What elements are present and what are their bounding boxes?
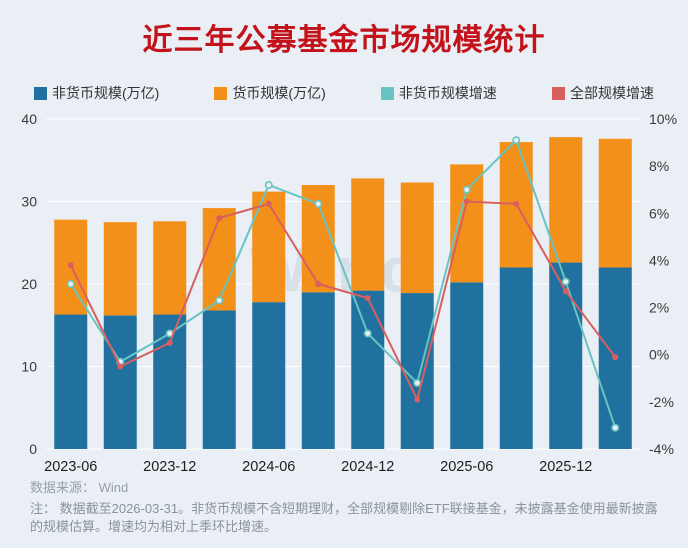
chart-area: 0 10 20 30 40 -4% -2% 0% 2% 4% 6% 8% 10% Wind 2023-06 2… xyxy=(0,105,688,473)
legend-swatch-icon xyxy=(34,86,47,100)
left-axis-tick: 30 xyxy=(21,194,37,210)
line-marker xyxy=(513,200,520,207)
line-marker xyxy=(414,396,421,403)
growth-line-total xyxy=(69,200,617,403)
left-axis-tick: 40 xyxy=(21,111,37,127)
bar-segment-monetary xyxy=(103,222,137,316)
legend-label: 非货币规模(万亿) xyxy=(52,85,160,101)
legend-swatch-icon xyxy=(551,86,565,100)
line-marker xyxy=(265,200,272,207)
bar-segment-monetary xyxy=(351,178,385,291)
legend-label: 非货币规模增速 xyxy=(398,85,497,101)
line-marker xyxy=(363,329,372,338)
bar-segment-nonmonetary xyxy=(202,310,236,449)
line-marker xyxy=(612,354,619,361)
bar-segment-monetary xyxy=(598,138,632,268)
line-marker xyxy=(462,185,471,194)
legend-item-2: 非货币规模增速 xyxy=(380,83,497,103)
line-marker xyxy=(67,262,74,269)
right-axis-tick: 2% xyxy=(649,300,669,316)
growth-line-nonmonetary xyxy=(69,138,617,429)
right-axis-tick: 10% xyxy=(649,111,677,127)
line-marker xyxy=(562,288,569,295)
line-marker xyxy=(561,277,570,286)
bar-segment-nonmonetary xyxy=(351,290,385,449)
bar-segment-monetary xyxy=(549,137,583,263)
right-axis-tick: -2% xyxy=(649,394,674,410)
bar-segment-nonmonetary xyxy=(301,292,335,449)
line-marker xyxy=(215,296,224,305)
legend-swatch-icon xyxy=(380,86,394,100)
bar-segment-monetary xyxy=(153,221,187,315)
line-marker xyxy=(315,281,322,287)
bar-segment-nonmonetary xyxy=(54,314,88,449)
line-marker xyxy=(166,339,173,346)
x-axis-label: 2024-12 xyxy=(341,459,394,473)
legend-label: 货币规模(万亿) xyxy=(232,85,326,101)
legend-label: 全部规模增速 xyxy=(569,85,654,101)
legend-item-3: 全部规模增速 xyxy=(551,83,654,103)
left-axis-tick: 0 xyxy=(29,441,37,457)
legend: 非货币规模(万亿) 货币规模(万亿) 非货币规模增速 全部规模增速 xyxy=(0,83,688,103)
left-axis-tick: 20 xyxy=(21,276,37,292)
bar-segment-monetary xyxy=(202,208,236,311)
line-marker xyxy=(216,215,223,221)
line-marker xyxy=(314,199,323,208)
bar-segment-nonmonetary xyxy=(103,315,137,449)
legend-item-1: 货币规模(万亿) xyxy=(214,83,326,103)
bar-segment-monetary xyxy=(400,182,434,294)
left-axis-tick: 10 xyxy=(21,359,37,375)
legend-item-0: 非货币规模(万亿) xyxy=(34,83,159,103)
right-axis-tick: -4% xyxy=(649,441,674,457)
bar-segment-monetary xyxy=(450,164,484,283)
right-axis-tick: 0% xyxy=(649,347,669,363)
x-axis-label: 2025-12 xyxy=(539,459,592,473)
line-marker xyxy=(611,423,620,432)
line-marker xyxy=(413,378,422,387)
right-axis-tick: 6% xyxy=(649,205,669,221)
bar-segment-nonmonetary xyxy=(450,282,484,449)
x-axis-label: 2025-06 xyxy=(440,459,493,473)
bar-segment-nonmonetary xyxy=(499,267,533,449)
x-axis-label: 2024-06 xyxy=(242,459,295,473)
line-marker xyxy=(463,198,470,205)
legend-swatch-icon xyxy=(214,86,228,100)
footer: 数据来源： Wind 注： 数据截至2026-03-31。非货币规模不含短期理财… xyxy=(0,473,688,535)
chart-title: 近三年公募基金市场规模统计 xyxy=(142,24,546,57)
line-marker xyxy=(117,363,124,370)
line-marker xyxy=(364,295,371,302)
line-marker xyxy=(66,280,75,289)
footnote: 注： 数据截至2026-03-31。非货币规模不含短期理财，全部规模剔除ETF联… xyxy=(30,501,658,534)
data-source: 数据来源： Wind xyxy=(30,480,129,495)
x-axis-label: 2023-12 xyxy=(143,459,196,473)
bar-segment-nonmonetary xyxy=(252,302,286,449)
right-axis-tick: 4% xyxy=(649,252,669,268)
line-marker xyxy=(264,181,273,190)
line-marker xyxy=(512,136,521,145)
right-axis-tick: 8% xyxy=(649,158,669,174)
x-axis-label: 2023-06 xyxy=(44,459,97,473)
